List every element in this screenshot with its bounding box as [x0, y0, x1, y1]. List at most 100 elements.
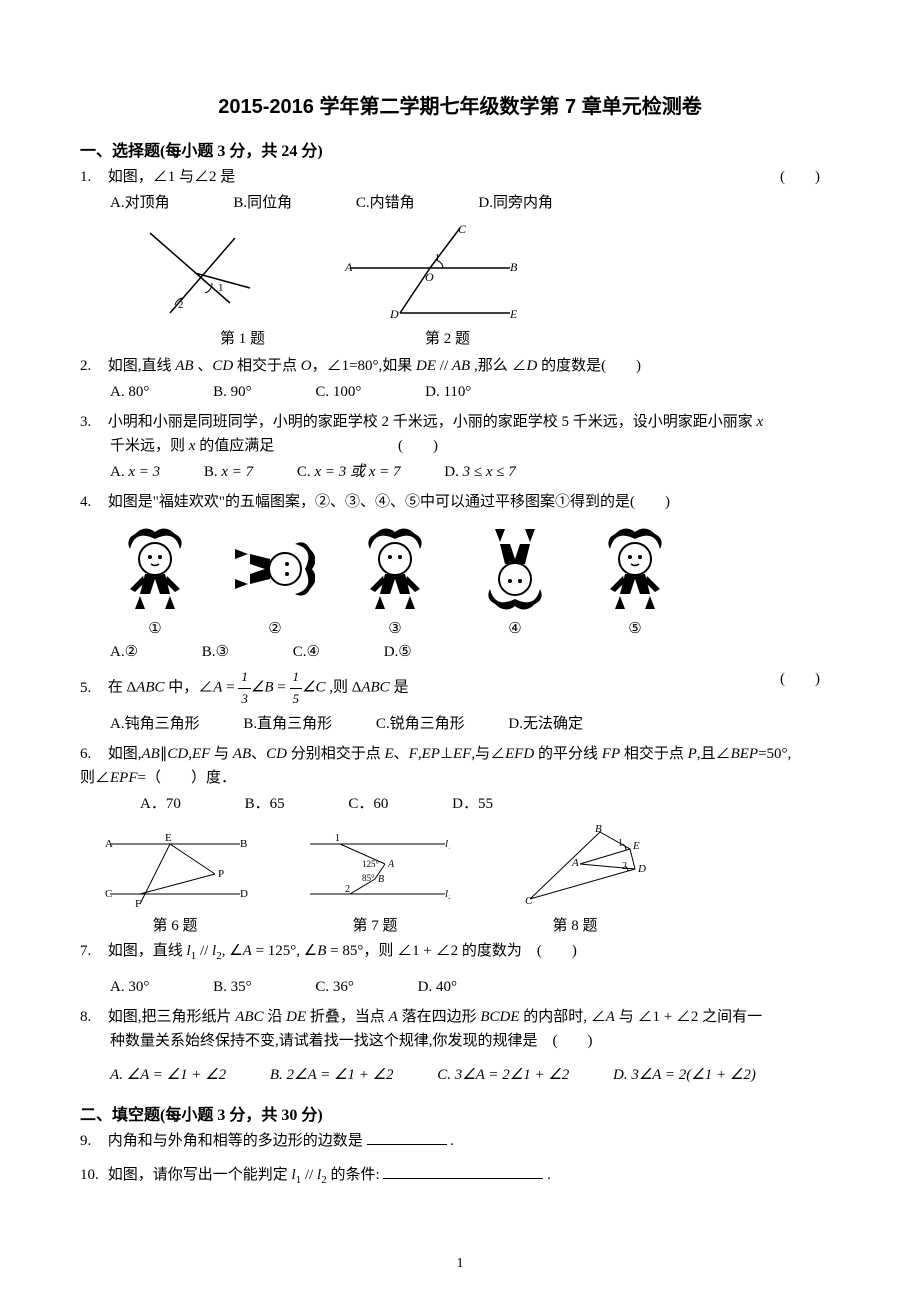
svg-text:F: F [135, 898, 141, 909]
svg-text:l₁: l₁ [445, 838, 450, 850]
svg-text:85°: 85° [362, 873, 375, 883]
q5-optC: C.锐角三角形 [376, 712, 465, 736]
svg-text:C: C [105, 888, 112, 900]
svg-text:A: A [344, 260, 353, 274]
svg-text:B: B [378, 874, 384, 885]
q4-optC: C.④ [293, 642, 320, 661]
q6-optC: C．60 [348, 792, 388, 816]
svg-text:P: P [218, 868, 224, 880]
question-1: 1. 如图，∠1 与∠2 是 ( ) A.对顶角 B.同位角 C.内错角 D.同… [80, 165, 840, 215]
q1-optD: D.同旁内角 [478, 191, 553, 215]
q6-figure: AB CD EF P 第 6 题 [100, 829, 250, 935]
svg-text:O: O [425, 270, 434, 284]
svg-text:E: E [632, 840, 640, 852]
fuwa-5: ⑤ [590, 524, 680, 638]
svg-text:A: A [387, 859, 395, 870]
q3-optB: B. x = 7 [204, 460, 253, 484]
q8-optD: D. 3∠A = 2(∠1 + ∠2) [613, 1063, 756, 1087]
svg-text:B: B [240, 838, 247, 850]
q1-optC: C.内错角 [356, 191, 415, 215]
q7-optB: B. 35° [213, 975, 252, 999]
q6-optB: B．65 [245, 792, 285, 816]
q7-optC: C. 36° [315, 975, 354, 999]
q9-blank[interactable] [367, 1130, 447, 1145]
q2-optD: D. 110° [425, 380, 471, 404]
question-3: 3. 小明和小丽是同班同学，小明的家距学校 2 千米远，小丽的家距学校 5 千米… [80, 410, 840, 484]
q2-optC: C. 100° [315, 380, 361, 404]
fig-labels-1-2: 第 1 题 第 2 题 [220, 327, 840, 348]
fuwa-2: ② [230, 524, 320, 638]
fuwa-4: ④ [470, 524, 560, 638]
doc-title: 2015-2016 学年第二学期七年级数学第 7 章单元检测卷 [80, 90, 840, 119]
q10-num: 10. [80, 1163, 104, 1187]
svg-text:125°: 125° [362, 859, 380, 869]
q3-num: 3. [80, 410, 104, 434]
q8-optC: C. 3∠A = 2∠1 + ∠2 [437, 1063, 569, 1087]
q1-num: 1. [80, 165, 104, 189]
q4-num: 4. [80, 490, 104, 514]
svg-text:E: E [165, 832, 172, 844]
svg-text:D: D [389, 307, 399, 321]
q8-num: 8. [80, 1005, 104, 1029]
q9-num: 9. [80, 1129, 104, 1153]
q1-figure: 1 2 [140, 223, 260, 323]
q5-paren: ( ) [780, 667, 820, 691]
svg-text:C: C [458, 223, 467, 236]
question-6: 6. 如图,AB∥CD,EF 与 AB、CD 分别相交于点 E、F,EP⊥EF,… [80, 742, 840, 816]
q1-fig-label: 第 1 题 [220, 327, 265, 348]
svg-text:1: 1 [335, 833, 340, 844]
q5-optA: A.钝角三角形 [110, 712, 200, 736]
q10-blank[interactable] [383, 1164, 543, 1179]
section1-header: 一、选择题(每小题 3 分，共 24 分) [80, 137, 840, 161]
question-2: 2. 如图,直线 AB 、CD 相交于点 O，∠1=80°,如果 DE // A… [80, 354, 840, 404]
svg-text:1: 1 [618, 838, 623, 849]
q5-num: 5. [80, 676, 104, 700]
q4-optD: D.⑤ [384, 642, 412, 661]
svg-text:2: 2 [345, 884, 350, 895]
svg-text:D: D [240, 888, 248, 900]
q3-optA: A. x = 3 [110, 460, 160, 484]
q8-optB: B. 2∠A = ∠1 + ∠2 [270, 1063, 394, 1087]
svg-text:l₂: l₂ [445, 888, 450, 900]
question-9: 9. 内角和与外角和相等的多边形的边数是 . [80, 1129, 840, 1153]
svg-text:1: 1 [435, 253, 440, 264]
q6-optA: A．70 [140, 792, 181, 816]
q3-optD: D. 3 ≤ x ≤ 7 [444, 460, 515, 484]
section2-header: 二、填空题(每小题 3 分，共 30 分) [80, 1101, 840, 1125]
q7-figure: 1 A 125° B 85° 2 l₁ l₂ 第 7 题 [300, 829, 450, 935]
svg-text:E: E [509, 307, 518, 321]
svg-text:A: A [105, 838, 113, 850]
q1-text: 如图，∠1 与∠2 是 [108, 169, 236, 185]
page-number: 1 [457, 1256, 464, 1272]
q3-optC: C. x = 3 或 x = 7 [297, 460, 401, 484]
q5-optD: D.无法确定 [508, 712, 583, 736]
q7-num: 7. [80, 939, 104, 963]
svg-text:D: D [637, 863, 646, 875]
q8-optA: A. ∠A = ∠1 + ∠2 [110, 1063, 226, 1087]
q4-text: 如图是"福娃欢欢"的五幅图案，②、③、④、⑤中可以通过平移图案①得到的是( ) [108, 494, 670, 510]
q2-optB: B. 90° [213, 380, 252, 404]
q6-num: 6. [80, 742, 104, 766]
q2-figure: A B C D E O 1 [340, 223, 520, 323]
q4-optA: A.② [110, 642, 138, 661]
q1-optB: B.同位角 [233, 191, 292, 215]
question-8: 8. 如图,把三角形纸片 ABC 沿 DE 折叠，当点 A 落在四边形 BCDE… [80, 1005, 840, 1087]
question-10: 10. 如图，请你写出一个能判定 l1 // l2 的条件: . [80, 1163, 840, 1190]
fuwa-row: ① ② ③ [110, 524, 840, 638]
fuwa-3: ③ [350, 524, 440, 638]
svg-text:1: 1 [218, 282, 224, 294]
svg-text:A: A [571, 857, 579, 869]
svg-text:2: 2 [178, 299, 184, 311]
q6-optD: D．55 [452, 792, 493, 816]
question-7: 7. 如图，直线 l1 // l2, ∠A = 125°, ∠B = 85°，则… [80, 939, 840, 1000]
fig-row-1-2: 1 2 A B C D E O 1 [140, 223, 840, 323]
fig-row-6-7-8: AB CD EF P 第 6 题 1 A 125° B 85° 2 l₁ l₂ … [100, 824, 840, 935]
fuwa-1: ① [110, 524, 200, 638]
q5-optB: B.直角三角形 [243, 712, 332, 736]
svg-text:B: B [510, 260, 518, 274]
q2-optA: A. 80° [110, 380, 149, 404]
svg-text:C: C [525, 895, 533, 907]
q4-optB: B.③ [202, 642, 229, 661]
q9-text: 内角和与外角和相等的多边形的边数是 [108, 1133, 363, 1149]
svg-text:B: B [595, 824, 602, 835]
